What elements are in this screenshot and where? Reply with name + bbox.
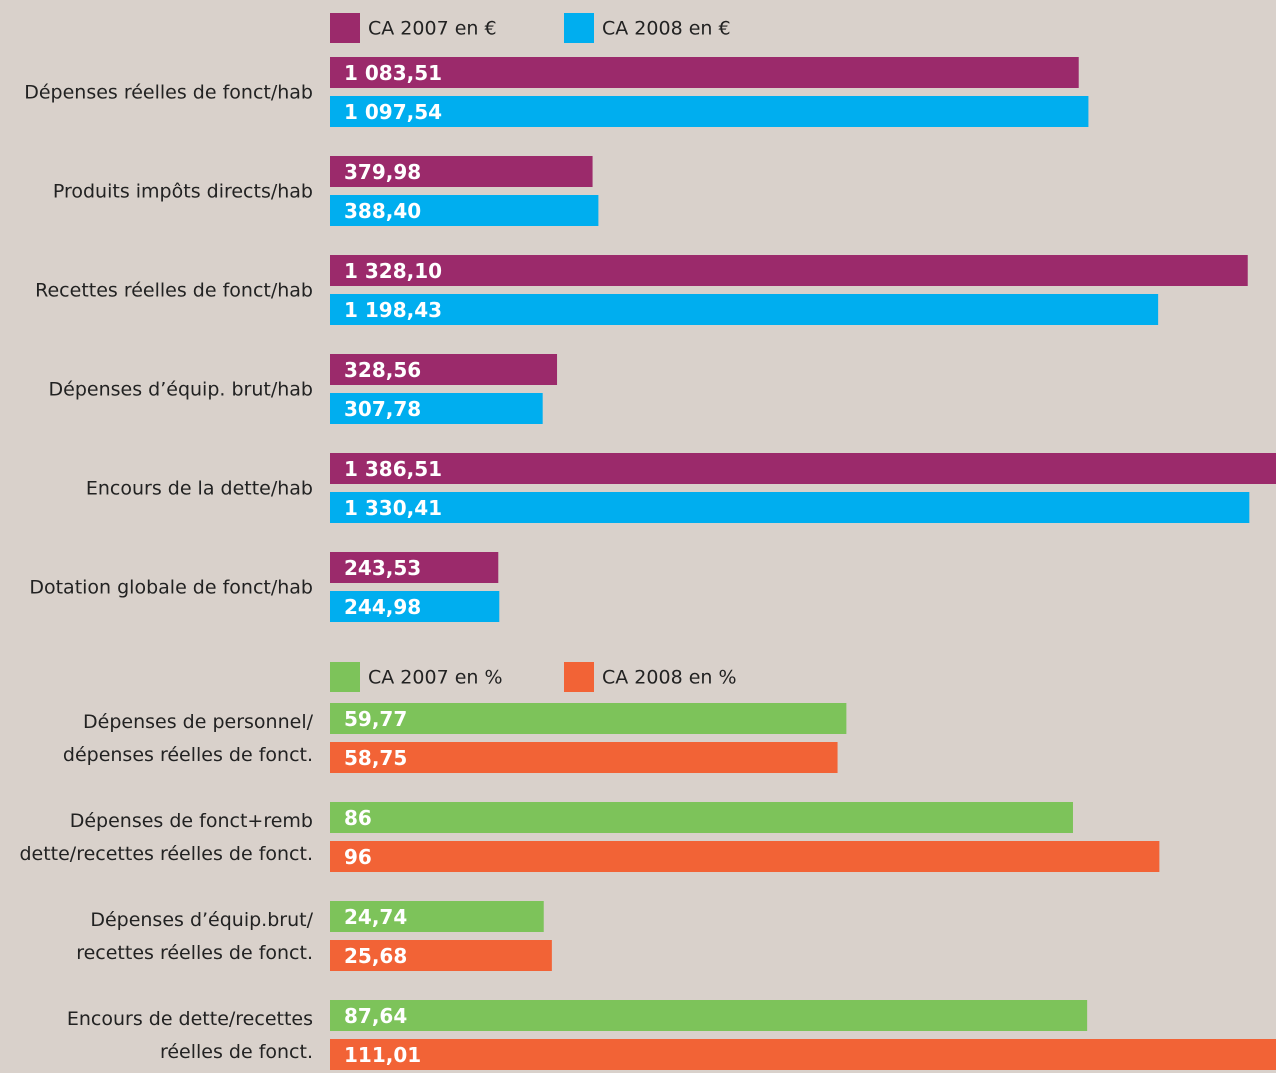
legend-swatch bbox=[330, 662, 360, 692]
category-label: dépenses réelles de fonct. bbox=[63, 744, 313, 766]
bar bbox=[330, 354, 558, 385]
bar bbox=[330, 940, 552, 971]
legend-swatch bbox=[564, 13, 594, 43]
bar bbox=[330, 1039, 1276, 1070]
value-label: 243,53 bbox=[344, 556, 421, 580]
category-label: Encours de dette/recettes bbox=[67, 1008, 313, 1030]
category-label: Dépenses réelles de fonct/hab bbox=[24, 82, 313, 104]
value-label: 59,77 bbox=[344, 707, 407, 731]
category-label: Produits impôts directs/hab bbox=[53, 181, 313, 203]
bar bbox=[330, 96, 1089, 127]
category-label: Dépenses d’équip. brut/hab bbox=[49, 379, 313, 401]
legend-swatch bbox=[330, 13, 360, 43]
bar bbox=[330, 552, 499, 583]
value-label: 96 bbox=[344, 845, 372, 869]
bar bbox=[330, 591, 500, 622]
value-label: 1 198,43 bbox=[344, 298, 442, 322]
value-label: 86 bbox=[344, 806, 372, 830]
category-label: dette/recettes réelles de fonct. bbox=[19, 843, 313, 865]
value-label: 1 097,54 bbox=[344, 100, 442, 124]
category-label: Dépenses de personnel/ bbox=[83, 711, 314, 733]
bar bbox=[330, 841, 1160, 872]
value-label: 388,40 bbox=[344, 199, 421, 223]
legend-label: CA 2008 en € bbox=[602, 18, 731, 40]
category-label: réelles de fonct. bbox=[160, 1041, 313, 1063]
value-label: 1 330,41 bbox=[344, 496, 442, 520]
value-label: 1 083,51 bbox=[344, 61, 442, 85]
value-label: 1 328,10 bbox=[344, 259, 442, 283]
bar bbox=[330, 742, 838, 773]
category-label: Recettes réelles de fonct/hab bbox=[35, 280, 313, 302]
category-label: Encours de la dette/hab bbox=[86, 478, 313, 500]
value-label: 244,98 bbox=[344, 595, 421, 619]
legend-label: CA 2007 en % bbox=[368, 667, 503, 689]
category-label: recettes réelles de fonct. bbox=[76, 942, 313, 964]
bar bbox=[330, 255, 1248, 286]
bar bbox=[330, 195, 599, 226]
value-label: 328,56 bbox=[344, 358, 421, 382]
legend-label: CA 2008 en % bbox=[602, 667, 737, 689]
value-label: 1 386,51 bbox=[344, 457, 442, 481]
value-label: 25,68 bbox=[344, 944, 407, 968]
bar bbox=[330, 492, 1250, 523]
value-label: 58,75 bbox=[344, 746, 407, 770]
bar bbox=[330, 294, 1159, 325]
category-label: Dépenses d’équip.brut/ bbox=[90, 909, 313, 931]
value-label: 111,01 bbox=[344, 1043, 421, 1067]
bar bbox=[330, 802, 1073, 833]
bar bbox=[330, 453, 1276, 484]
bar bbox=[330, 156, 593, 187]
bar bbox=[330, 1000, 1088, 1031]
value-label: 379,98 bbox=[344, 160, 421, 184]
value-label: 307,78 bbox=[344, 397, 421, 421]
legend-swatch bbox=[564, 662, 594, 692]
value-label: 24,74 bbox=[344, 905, 407, 929]
bar bbox=[330, 703, 847, 734]
bar bbox=[330, 57, 1079, 88]
category-label: Dépenses de fonct+remb bbox=[70, 810, 313, 832]
category-label: Dotation globale de fonct/hab bbox=[29, 577, 313, 599]
bar bbox=[330, 393, 543, 424]
legend-label: CA 2007 en € bbox=[368, 18, 497, 40]
value-label: 87,64 bbox=[344, 1004, 407, 1028]
bar bbox=[330, 901, 544, 932]
